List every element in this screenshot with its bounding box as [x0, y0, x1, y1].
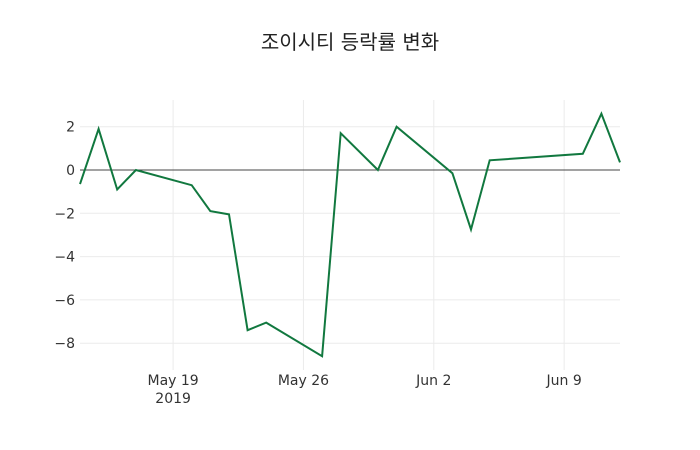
gridlines: [80, 100, 620, 370]
x-axis: May 19 2019 May 26 Jun 2 Jun 9: [147, 373, 581, 407]
plot-area: [79, 111, 621, 358]
y-tick-label: 0: [66, 163, 75, 179]
y-tick-label: 2: [66, 120, 75, 136]
y-tick-label: −8: [54, 336, 75, 352]
y-tick-label: −2: [54, 206, 75, 222]
x-tick-year: 2019: [155, 391, 191, 407]
x-tick-label: Jun 2: [415, 373, 451, 389]
chart-title: 조이시티 등락률 변화: [261, 30, 439, 54]
y-tick-label: −6: [54, 293, 75, 309]
y-axis: 2 0 −2 −4 −6 −8: [54, 120, 75, 353]
y-tick-label: −4: [54, 250, 75, 266]
x-tick-label: May 19: [147, 373, 198, 389]
series-line: [79, 111, 621, 358]
x-tick-label: Jun 9: [546, 373, 582, 389]
x-tick-label: May 26: [278, 373, 329, 389]
